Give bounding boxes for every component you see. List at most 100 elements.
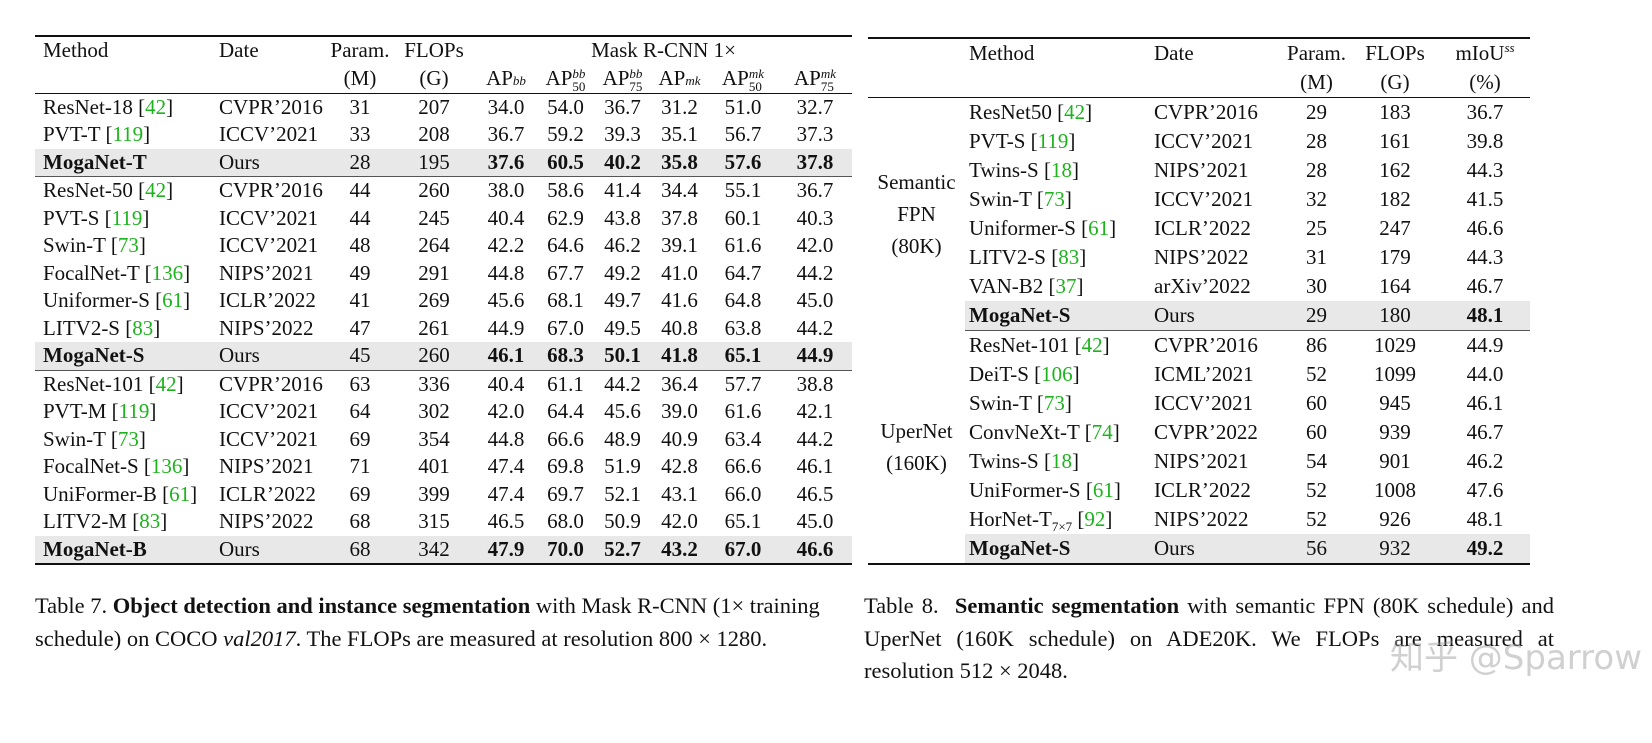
- param-cell: 63: [349, 371, 371, 396]
- metric-cell: 68.3: [537, 342, 594, 371]
- citation-link[interactable]: 61: [1088, 216, 1110, 240]
- date-cell: ICCV’2021: [219, 205, 319, 230]
- metric-cell: 67.0: [708, 535, 778, 565]
- group-label-line: (80K): [891, 234, 942, 259]
- metric-cell: 69.8: [547, 454, 584, 479]
- method-cell: Twins-S [18]: [969, 449, 1079, 473]
- citation-link[interactable]: 61: [162, 288, 184, 313]
- citation-link[interactable]: 42: [155, 371, 177, 396]
- flops-cell: 247: [1379, 216, 1411, 240]
- method-cell: FocalNet-T [136]: [43, 260, 191, 285]
- metric-cell: 36.4: [661, 371, 698, 396]
- citation-link[interactable]: 106: [1041, 362, 1073, 386]
- param-cell: 60: [1306, 420, 1327, 444]
- method-name: Swin-T: [969, 187, 1032, 211]
- citation-link[interactable]: 83: [1058, 245, 1080, 269]
- metric-cell: 46.5: [796, 481, 834, 506]
- method-cell: Swin-T [73]: [969, 187, 1072, 211]
- citation-link[interactable]: 18: [1050, 158, 1072, 182]
- param-cell: 56: [1283, 534, 1350, 564]
- citation-link[interactable]: 119: [1037, 129, 1069, 153]
- caption-label: Table 8.: [864, 593, 939, 618]
- table-row: Swin-T [73] ICCV’2021 48 264 42.2 64.6 46.2 39.…: [35, 232, 852, 260]
- metric-cell: 61.1: [547, 371, 584, 396]
- metric-cell: 39.3: [604, 122, 641, 147]
- date-cell: Ours: [211, 342, 327, 371]
- metric-cell: 43.2: [651, 535, 708, 565]
- table-row: VAN-B2 [37] arXiv’2022 30 164 46.7: [868, 272, 1530, 301]
- header-method: Method: [43, 38, 109, 62]
- header-param-unit: (M): [1283, 68, 1350, 98]
- citation-link[interactable]: 42: [1081, 333, 1103, 357]
- citation-link[interactable]: 73: [1043, 187, 1065, 211]
- miou-cell: 46.2: [1466, 449, 1504, 473]
- citation-link[interactable]: 42: [1064, 100, 1086, 124]
- metric-cell: 40.4: [487, 371, 525, 396]
- citation-link[interactable]: 92: [1084, 507, 1106, 531]
- citation-link[interactable]: 18: [1050, 449, 1072, 473]
- flops-cell: 161: [1379, 129, 1411, 153]
- citation-link[interactable]: 73: [1043, 391, 1065, 415]
- citation-link[interactable]: 42: [145, 94, 167, 119]
- header-empty: [211, 64, 327, 94]
- citation-link[interactable]: 119: [112, 122, 144, 147]
- citation-link[interactable]: 73: [117, 426, 139, 451]
- citation-link[interactable]: 42: [145, 178, 167, 203]
- date-cell: CVPR’2016: [219, 94, 323, 119]
- table-row: HorNet-T7×7 [92] NIPS’2022 52 926 48.1: [868, 505, 1530, 534]
- citation-link[interactable]: 74: [1091, 420, 1113, 444]
- table-row: Uniformer-S [61] ICLR’2022 25 247 46.6: [868, 214, 1530, 243]
- miou-cell: 44.9: [1466, 333, 1504, 357]
- metric-cell: 44.8: [487, 260, 525, 285]
- citation-link[interactable]: 119: [118, 399, 150, 424]
- citation-link[interactable]: 136: [151, 260, 184, 285]
- param-cell: 29: [1306, 100, 1327, 124]
- metric-cell: 41.0: [661, 260, 698, 285]
- flops-cell: 208: [418, 122, 450, 147]
- metric-cell: 59.2: [547, 122, 584, 147]
- header-row: (M) (G) (%): [868, 68, 1530, 98]
- metric-subscript: 75: [820, 78, 834, 94]
- metric-cell: 36.7: [796, 178, 834, 203]
- metric-cell: 44.2: [796, 260, 834, 285]
- header-mask-rcnn: Mask R-CNN 1×: [591, 38, 736, 62]
- metric-cell: 60.5: [537, 148, 594, 178]
- header-flops-unit: (G): [393, 64, 475, 94]
- metric-cell: 50.1: [594, 342, 651, 371]
- citation-link[interactable]: 61: [169, 481, 191, 506]
- citation-link[interactable]: 83: [139, 509, 161, 534]
- metric-cell: 31.2: [661, 94, 698, 119]
- param-cell: 32: [1306, 187, 1327, 211]
- metric-cell: 58.6: [547, 178, 584, 203]
- citation-link[interactable]: 73: [117, 233, 139, 258]
- metric-cell: 42.0: [487, 399, 525, 424]
- metric-cell: 63.4: [724, 426, 762, 451]
- method-cell: VAN-B2 [37]: [969, 274, 1084, 298]
- param-cell: 44: [349, 205, 371, 230]
- table-row: PVT-S [119] ICCV’2021 44 245 40.4 62.9 43.8 37.…: [35, 205, 852, 233]
- metric-cell: 65.1: [724, 509, 762, 534]
- flops-cell: 260: [418, 178, 450, 203]
- citation-link[interactable]: 119: [111, 205, 143, 230]
- method-name: MogaNet-B: [43, 536, 147, 561]
- metric-header: AP mk 50: [708, 64, 778, 94]
- method-cell: ResNet-101 [42]: [969, 333, 1110, 357]
- method-cell: UniFormer-S [61]: [969, 478, 1121, 502]
- metric-cell: 47.9: [475, 535, 537, 565]
- metric-superscript: bb: [572, 65, 586, 81]
- method-name: FocalNet-S: [43, 454, 139, 479]
- metric-cell: 45.0: [796, 509, 834, 534]
- citation-link[interactable]: 61: [1092, 478, 1114, 502]
- table-row: MogaNet-B Ours 68 342 47.9 70.0 52.7 43.2 67.0 46…: [35, 535, 853, 565]
- table-7-caption: Table 7. Object detection and instance s…: [35, 590, 865, 655]
- citation-link[interactable]: 83: [132, 315, 154, 340]
- method-name: DeiT-S: [969, 362, 1029, 386]
- method-name: MogaNet-S: [969, 303, 1071, 327]
- miou-cell: 46.7: [1466, 420, 1504, 444]
- citation-link[interactable]: 37: [1055, 274, 1077, 298]
- method-name: LITV2-S: [969, 245, 1046, 269]
- method-name: ResNet-18: [43, 94, 133, 119]
- metric-cell: 62.9: [547, 205, 584, 230]
- metric-cell: 36.7: [604, 94, 641, 119]
- citation-link[interactable]: 136: [150, 454, 183, 479]
